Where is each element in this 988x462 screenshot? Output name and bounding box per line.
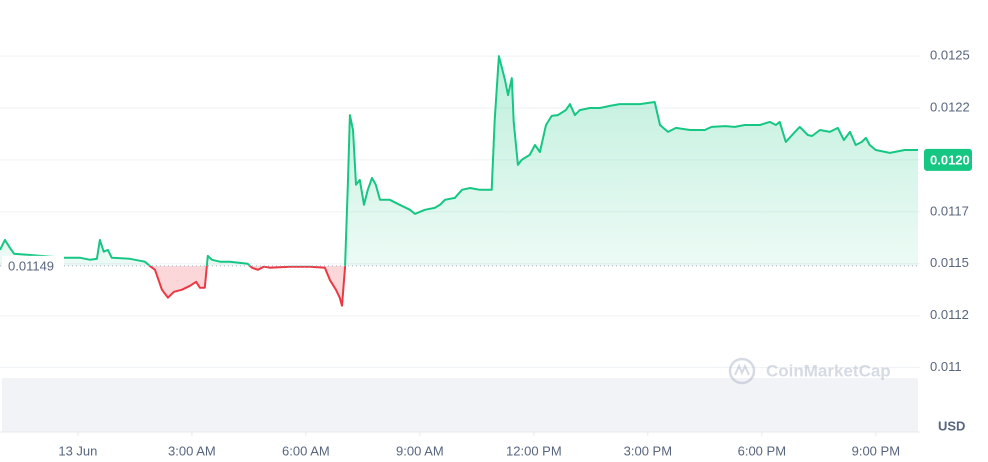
watermark: CoinMarketCap [728,357,891,385]
x-tick-label: 12:00 PM [506,443,562,458]
x-tick-label: 9:00 AM [396,443,444,458]
x-tick-label: 13 Jun [58,443,97,458]
current-price-tag [924,148,972,171]
line-above [0,55,918,266]
x-tick-label: 3:00 AM [168,443,216,458]
current-price-label: 0.0120 [930,152,970,167]
x-tick-label: 6:00 PM [738,443,786,458]
y-tick-label: 0.0125 [930,48,970,63]
x-tick-label: 9:00 PM [852,443,900,458]
y-tick-label: 0.0117 [930,203,969,218]
line-below [148,265,347,307]
area-above [0,56,918,266]
currency-label: USD [938,418,965,433]
baseline-label-bg [2,255,64,276]
y-tick-label: 0.0112 [930,307,969,322]
x-tick-label: 3:00 PM [624,443,672,458]
area-below [149,265,346,306]
y-tick-label: 0.011 [930,359,962,374]
watermark-text: CoinMarketCap [766,361,891,380]
y-tick-label: 0.0122 [930,99,970,114]
volume-area [2,378,918,432]
baseline-label: 0.01149 [8,258,54,273]
x-tick-label: 6:00 AM [282,443,330,458]
y-tick-label: 0.0115 [930,255,969,270]
plot: 0.01149 [0,55,920,307]
